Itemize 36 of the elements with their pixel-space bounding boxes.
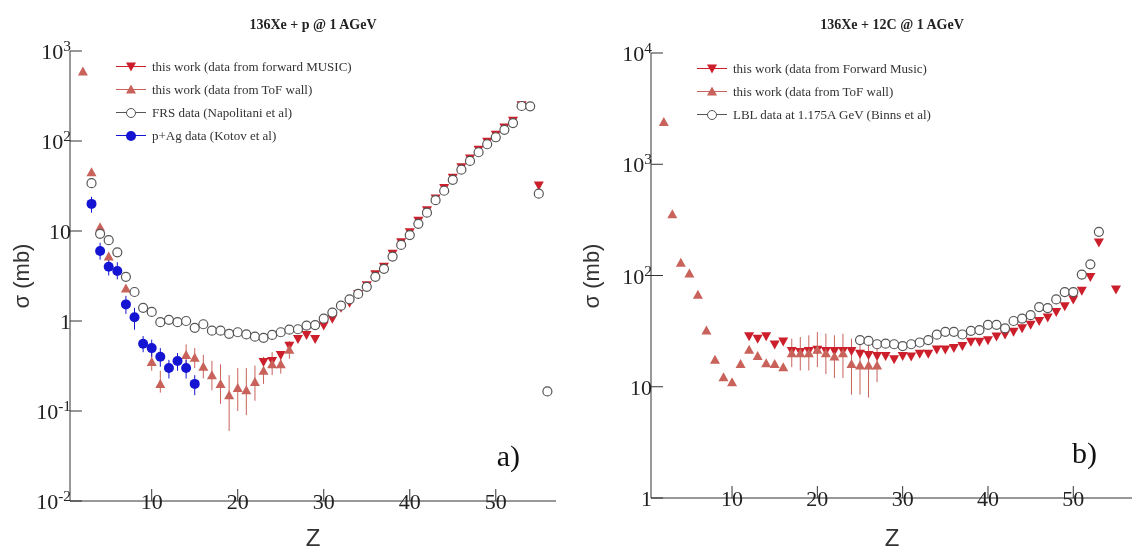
legend-label: this work (data from forward MUSIC) (152, 58, 352, 75)
legend-label: FRS data (Napolitani et al) (152, 104, 293, 121)
x-tick-label: 50 (1062, 486, 1085, 511)
y-tick-label: 10 (49, 219, 71, 244)
y-tick-label: 10$^{3}$ (622, 149, 653, 178)
y-axis-title: σ (mb) (9, 243, 35, 309)
x-tick-label: 50 (484, 489, 507, 514)
legend-label: p+Ag data (Kotov et al) (152, 127, 277, 144)
chart-title: 136Xe + p @ 1 AGeV (248, 17, 378, 33)
y-tick-label: 10$^{2}$ (622, 261, 652, 289)
legend-label: this work (data from ToF wall) (733, 83, 894, 100)
legend-label: LBL data at 1.175A GeV (Binns et al) (733, 106, 931, 123)
y-tick-label: 1 (60, 309, 71, 334)
x-axis-title: Z (304, 524, 322, 552)
y-tick-label: 10$^{4}$ (622, 38, 653, 66)
legend-label: this work (data from ToF wall) (152, 81, 313, 98)
chart-title: 136Xe + 12C @ 1 AGeV (819, 17, 965, 33)
legend-label: this work (data from Forward Music) (733, 60, 927, 77)
x-tick-label: 20 (226, 489, 249, 514)
y-axis-title: σ (mb) (579, 243, 605, 308)
y-tick-label: 10$^{-2}$ (36, 486, 71, 514)
annotation: b) (1072, 436, 1097, 470)
y-tick-label: 10$^{3}$ (41, 36, 72, 64)
x-tick-label: 20 (806, 486, 829, 511)
y-tick-label: 10$^{2}$ (41, 126, 71, 154)
x-tick-label: 30 (891, 486, 914, 511)
x-tick-label: 30 (312, 489, 335, 514)
y-tick-label: 1 (641, 486, 652, 511)
y-tick-label: 10 (630, 374, 652, 400)
x-axis-title: Z (883, 524, 901, 552)
x-tick-label: 40 (976, 486, 999, 511)
y-tick-label: 10$^{-1}$ (36, 396, 71, 424)
x-tick-label: 10 (140, 489, 163, 514)
x-tick-label: 10 (721, 486, 744, 511)
annotation: a) (496, 439, 520, 473)
x-tick-label: 40 (398, 489, 421, 514)
